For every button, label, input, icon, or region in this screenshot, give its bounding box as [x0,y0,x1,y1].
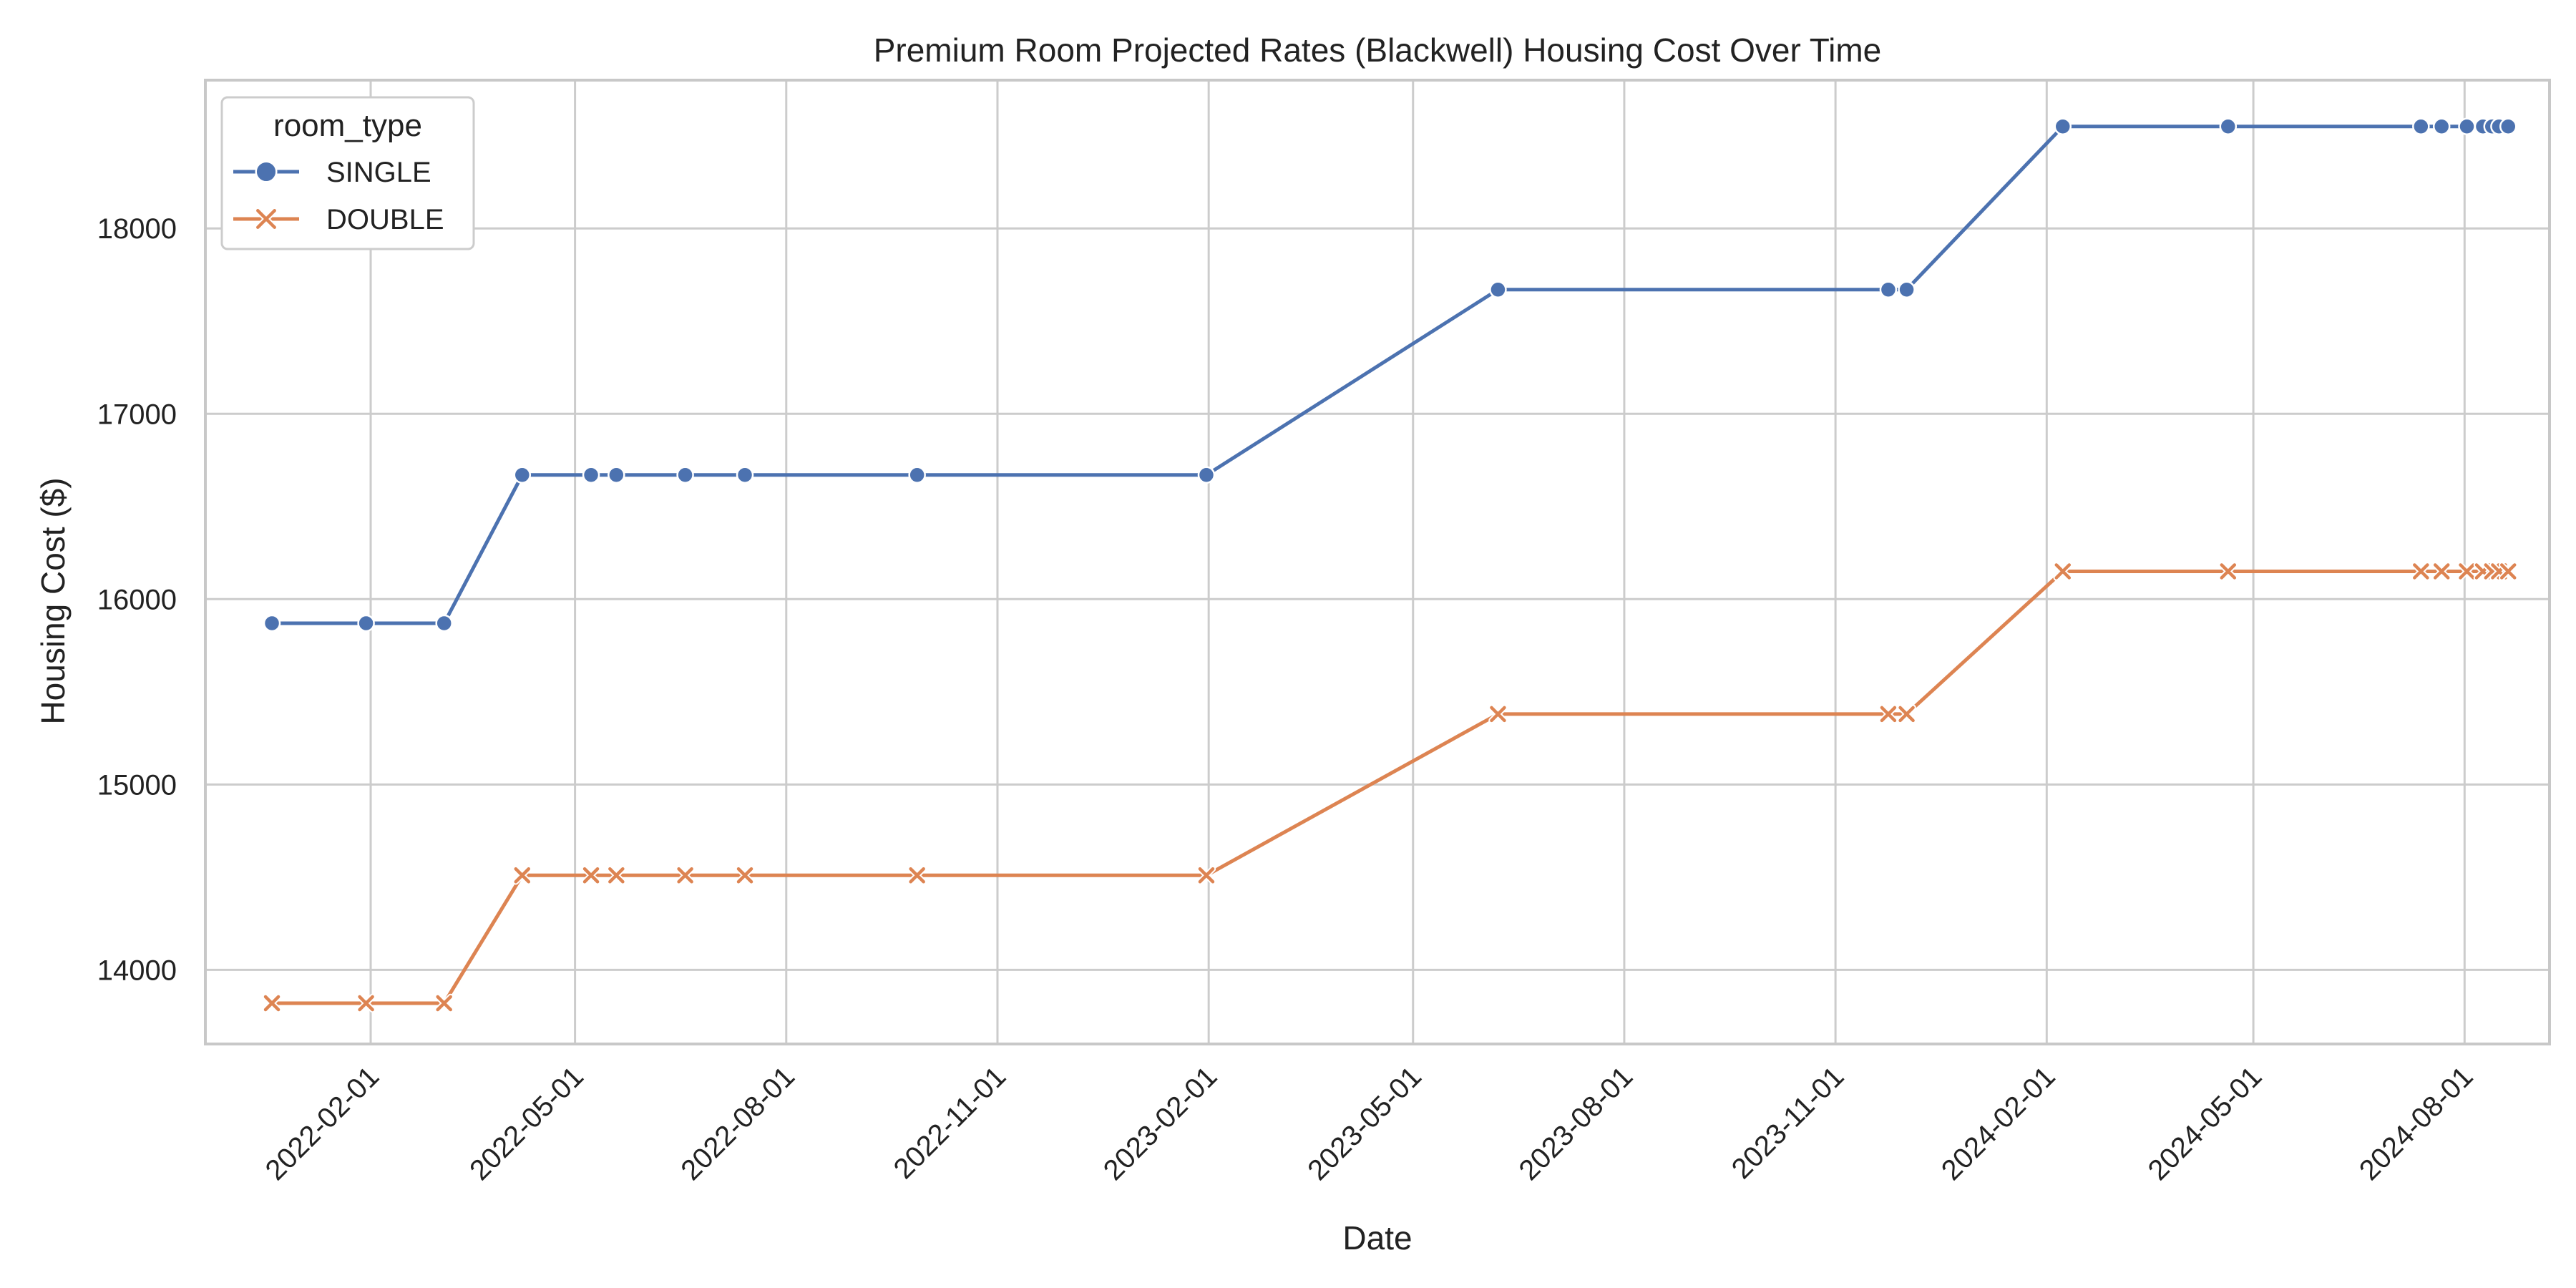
series-line [272,570,2509,1005]
data-point [735,866,755,885]
data-point [2054,117,2072,136]
data-point [907,866,927,885]
series-single [263,117,2517,633]
data-point [581,866,601,885]
data-point [434,993,454,1013]
data-point [2412,117,2430,136]
data-point [435,614,453,633]
series-double [262,562,2518,1013]
data-point [608,466,625,484]
legend-label: DOUBLE [326,204,444,235]
data-point [356,993,376,1013]
data-point [1898,280,1916,298]
data-point [607,866,626,885]
y-axis-label: Housing Cost ($) [34,477,72,724]
data-point [675,866,695,885]
data-point [736,466,754,484]
data-point [357,614,375,633]
data-point [1897,704,1916,724]
legend-marker [255,208,278,230]
data-point [1489,280,1507,298]
data-point [908,466,926,484]
data-point [263,614,281,633]
legend-label: SINGLE [326,157,431,188]
data-point [262,993,282,1013]
y-tick-label: 14000 [97,955,177,986]
y-tick-label: 16000 [97,584,177,615]
data-point [1879,280,1898,298]
y-tick-label: 15000 [97,769,177,801]
legend-title: room_type [273,108,422,143]
chart-title: Premium Room Projected Rates (Blackwell)… [874,31,1882,69]
data-point [582,466,600,484]
data-point [2053,562,2073,581]
data-point [2219,117,2238,136]
data-point [1197,466,1216,484]
x-axis-label: Date [1342,1219,1412,1257]
legend-item-double: DOUBLE [233,204,444,235]
data-point [513,466,532,484]
series-lines [262,117,2518,1013]
data-point [1488,704,1508,724]
data-point [2457,562,2477,581]
legend: room_type SINGLE DOUBLE [220,96,475,250]
legend-items: SINGLE DOUBLE [233,157,444,235]
legend-item-single: SINGLE [233,157,431,188]
plot-area-frame [204,79,2551,1045]
data-point [1196,866,1216,885]
legend-marker [255,160,278,183]
data-point [2432,117,2451,136]
data-point [1878,704,1898,724]
data-point [2498,562,2518,581]
legend-box [220,96,475,250]
data-point [512,866,532,885]
data-point [2458,117,2476,136]
data-point [2431,562,2451,581]
data-point [2411,562,2431,581]
y-tick-label: 18000 [97,213,177,245]
data-point [2218,562,2238,581]
data-point [676,466,694,484]
grid-lines [205,80,2550,1044]
y-tick-label: 17000 [97,399,177,430]
data-point [2499,117,2517,136]
